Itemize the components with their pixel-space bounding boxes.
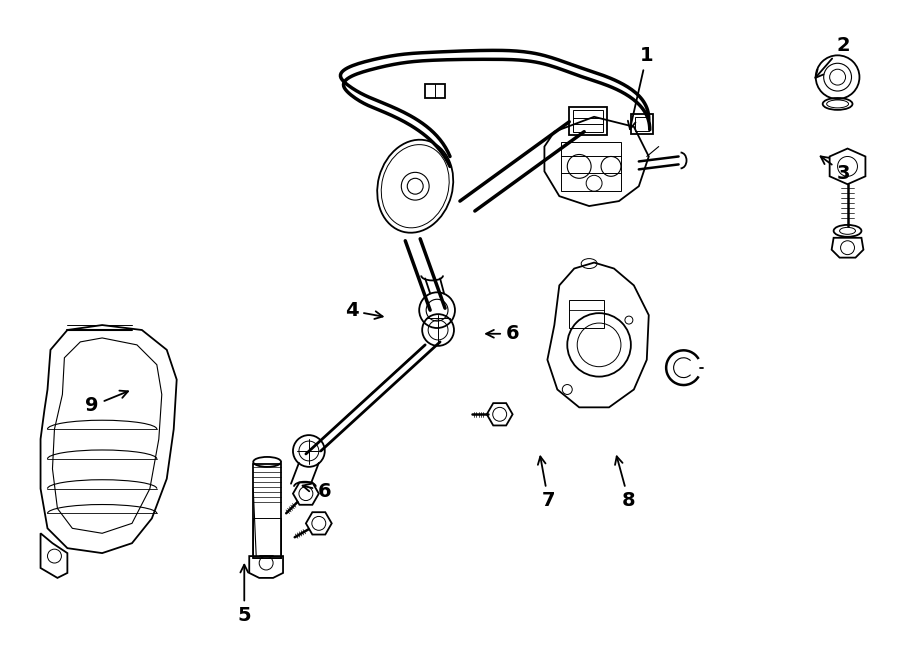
Text: 2: 2 [815,36,850,78]
Bar [562,141,621,191]
Bar [425,84,445,98]
Bar [631,114,652,134]
Bar [570,300,604,328]
Text: 5: 5 [238,564,251,625]
Text: 6: 6 [486,325,519,343]
Text: 9: 9 [86,391,128,415]
Text: 8: 8 [615,456,635,510]
Bar [573,110,603,132]
Text: 6: 6 [302,482,331,500]
Text: 4: 4 [345,301,382,321]
Bar [634,117,649,131]
Text: 1: 1 [628,46,653,129]
Bar [253,518,281,558]
Text: 3: 3 [821,157,850,182]
Text: 7: 7 [538,457,555,510]
Bar [570,107,607,135]
Bar [253,464,281,558]
